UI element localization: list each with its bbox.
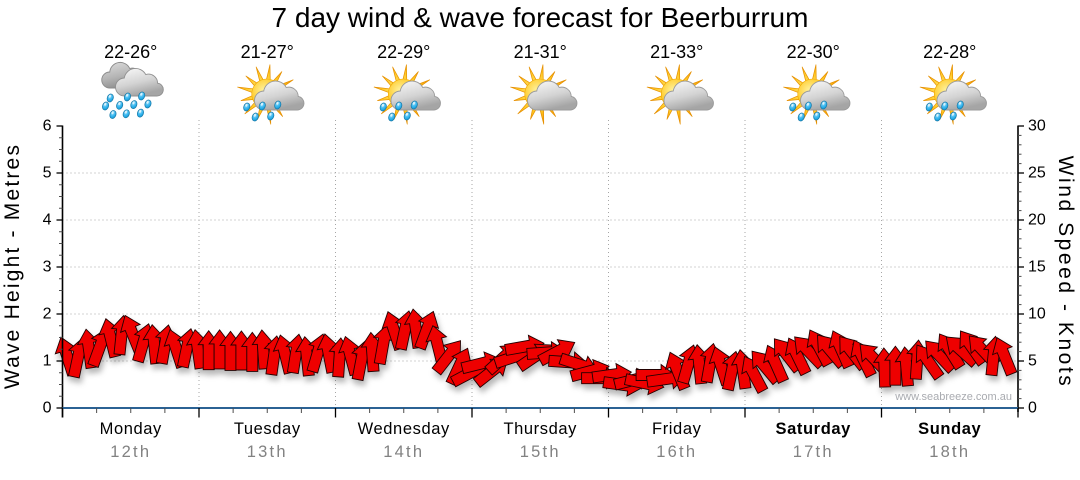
svg-text:4: 4 bbox=[43, 212, 52, 229]
svg-text:Wind Speed - Knots: Wind Speed - Knots bbox=[1054, 156, 1077, 389]
svg-text:Friday: Friday bbox=[652, 420, 702, 438]
svg-text:30: 30 bbox=[1028, 118, 1046, 135]
svg-text:Wave Height - Metres: Wave Height - Metres bbox=[1, 143, 24, 389]
svg-text:18th: 18th bbox=[929, 443, 970, 461]
svg-text:20: 20 bbox=[1028, 212, 1046, 229]
svg-text:22-26°: 22-26° bbox=[104, 42, 157, 62]
svg-text:Sunday: Sunday bbox=[918, 420, 981, 438]
svg-text:5: 5 bbox=[1028, 353, 1037, 370]
svg-text:22-30°: 22-30° bbox=[787, 42, 840, 62]
svg-text:Saturday: Saturday bbox=[776, 420, 852, 438]
svg-text:22-28°: 22-28° bbox=[923, 42, 976, 62]
svg-text:Monday: Monday bbox=[100, 420, 162, 438]
svg-text:0: 0 bbox=[1028, 400, 1037, 417]
svg-text:3: 3 bbox=[43, 259, 52, 276]
svg-text:21-33°: 21-33° bbox=[650, 42, 703, 62]
svg-text:1: 1 bbox=[43, 353, 52, 370]
svg-text:17th: 17th bbox=[793, 443, 834, 461]
svg-text:Wednesday: Wednesday bbox=[358, 420, 450, 438]
svg-text:21-27°: 21-27° bbox=[241, 42, 294, 62]
svg-text:25: 25 bbox=[1028, 165, 1046, 182]
svg-text:6: 6 bbox=[43, 118, 52, 135]
svg-text:15: 15 bbox=[1028, 259, 1046, 276]
svg-text:2: 2 bbox=[43, 306, 52, 323]
svg-text:5: 5 bbox=[43, 165, 52, 182]
svg-text:7 day wind & wave forecast for: 7 day wind & wave forecast for Beerburru… bbox=[272, 2, 809, 33]
svg-text:16th: 16th bbox=[656, 443, 697, 461]
svg-text:21-31°: 21-31° bbox=[514, 42, 567, 62]
svg-text:Thursday: Thursday bbox=[503, 420, 577, 438]
svg-text:12th: 12th bbox=[110, 443, 151, 461]
svg-text:14th: 14th bbox=[383, 443, 424, 461]
svg-text:10: 10 bbox=[1028, 306, 1046, 323]
svg-text:22-29°: 22-29° bbox=[377, 42, 430, 62]
svg-text:0: 0 bbox=[43, 400, 52, 417]
svg-text:www.seabreeze.com.au: www.seabreeze.com.au bbox=[894, 391, 1012, 403]
svg-text:Tuesday: Tuesday bbox=[234, 420, 301, 438]
svg-text:13th: 13th bbox=[247, 443, 288, 461]
svg-text:15th: 15th bbox=[520, 443, 561, 461]
